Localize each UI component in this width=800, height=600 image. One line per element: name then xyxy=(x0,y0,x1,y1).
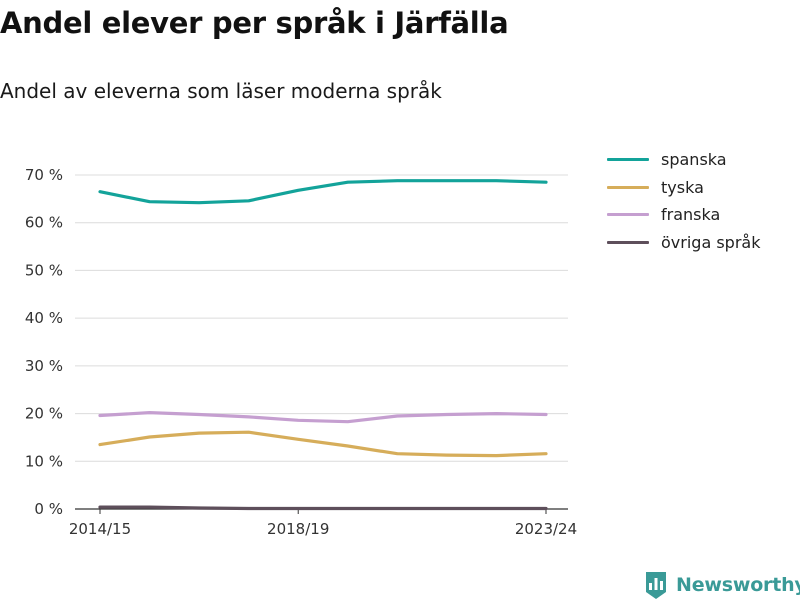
series-line-tyska xyxy=(98,430,548,458)
brand-name: Newsworthy xyxy=(676,574,800,596)
y-tick-label: 70 % xyxy=(25,166,63,184)
y-tick-label: 30 % xyxy=(25,357,63,375)
legend-label: övriga språk xyxy=(661,232,761,252)
y-tick-label: 10 % xyxy=(25,452,63,470)
series-line-övriga-språk xyxy=(98,505,548,511)
legend-item: franska xyxy=(607,201,760,229)
gridlines xyxy=(75,174,568,462)
legend-swatch xyxy=(607,185,649,189)
y-tick-label: 40 % xyxy=(25,309,63,327)
series-lines xyxy=(98,179,548,511)
brand-logo: Newsworthy xyxy=(644,570,800,600)
bar-chart-badge-icon xyxy=(646,572,666,599)
legend-item: tyska xyxy=(607,174,760,202)
legend-item: övriga språk xyxy=(607,229,760,257)
x-tick-label: 2023/24 xyxy=(515,520,577,538)
legend-label: spanska xyxy=(661,150,727,170)
x-axis: 2014/15 2018/19 2023/24 xyxy=(69,508,577,538)
series-line-franska xyxy=(98,411,548,424)
y-tick-label: 50 % xyxy=(25,261,63,279)
y-tick-label: 20 % xyxy=(25,405,63,423)
y-tick-label: 60 % xyxy=(25,214,63,232)
legend-swatch xyxy=(607,240,649,244)
x-tick-label: 2014/15 xyxy=(69,520,131,538)
chart-subtitle: Andel av eleverna som läser moderna språ… xyxy=(0,79,442,103)
y-tick-label: 0 % xyxy=(34,500,63,518)
legend-item: spanska xyxy=(607,146,760,174)
legend-swatch xyxy=(607,213,649,217)
chart-legend: spanska tyska franska övriga språk xyxy=(607,146,760,256)
series-line-spanska xyxy=(98,179,548,205)
chart-title: Andel elever per språk i Järfälla xyxy=(0,6,509,40)
legend-label: franska xyxy=(661,205,721,225)
y-axis: 0 % 10 % 20 % 30 % 40 % 50 % 60 % 70 % xyxy=(25,166,63,518)
legend-swatch xyxy=(607,158,649,162)
legend-label: tyska xyxy=(661,177,704,197)
x-tick-label: 2018/19 xyxy=(267,520,329,538)
